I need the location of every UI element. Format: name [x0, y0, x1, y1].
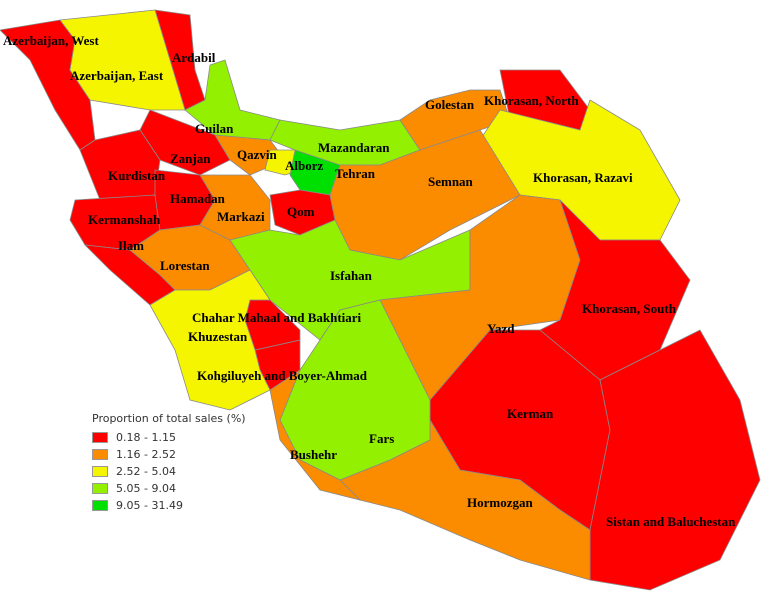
province-label: Qom — [287, 204, 315, 219]
province-label: Alborz — [285, 158, 324, 173]
legend-label: 5.05 - 9.04 — [116, 482, 176, 495]
legend-entry: 9.05 - 31.49 — [92, 497, 246, 514]
province-label: Lorestan — [160, 258, 210, 273]
province-label: Khuzestan — [188, 329, 248, 344]
legend-swatch — [92, 500, 108, 511]
province-label: Ardabil — [172, 50, 216, 65]
province-label: Khorasan, North — [484, 93, 579, 108]
province-label: Fars — [369, 431, 394, 446]
legend-entry: 5.05 - 9.04 — [92, 480, 246, 497]
province-label: Azerbaijan, East — [70, 68, 164, 83]
province-label: Chahar Mahaal and Bakhtiari — [192, 310, 362, 325]
legend-swatch — [92, 432, 108, 443]
map-legend: Proportion of total sales (%) 0.18 - 1.1… — [92, 412, 246, 514]
legend-label: 1.16 - 2.52 — [116, 448, 176, 461]
legend-swatch — [92, 466, 108, 477]
province-label: Yazd — [487, 321, 515, 336]
province-label: Tehran — [335, 166, 376, 181]
province-label: Semnan — [428, 174, 474, 189]
legend-entry: 1.16 - 2.52 — [92, 446, 246, 463]
legend-label: 0.18 - 1.15 — [116, 431, 176, 444]
province-label: Golestan — [425, 97, 475, 112]
province-label: Hormozgan — [467, 495, 533, 510]
legend-title: Proportion of total sales (%) — [92, 412, 246, 425]
legend-label: 9.05 - 31.49 — [116, 499, 183, 512]
province-label: Guilan — [195, 121, 234, 136]
province-label: Kohgiluyeh and Boyer-Ahmad — [197, 368, 368, 383]
province-label: Qazvin — [237, 147, 277, 162]
province-label: Sistan and Baluchestan — [606, 514, 736, 529]
province-mar — [199, 174, 271, 241]
province-sis — [589, 329, 761, 591]
legend-label: 2.52 - 5.04 — [116, 465, 176, 478]
province-label: Khorasan, South — [582, 301, 677, 316]
province-label: Ilam — [118, 238, 144, 253]
province-label: Mazandaran — [318, 140, 390, 155]
legend-swatch — [92, 483, 108, 494]
province-label: Kermanshah — [88, 212, 161, 227]
province-label: Kurdistan — [108, 168, 166, 183]
province-bus — [269, 368, 362, 501]
province-label: Khorasan, Razavi — [533, 170, 633, 185]
province-label: Zanjan — [170, 151, 211, 166]
province-label: Kerman — [507, 406, 554, 421]
province-label: Isfahan — [330, 268, 373, 283]
province-khu — [149, 269, 271, 411]
province-label: Bushehr — [290, 447, 337, 462]
province-label: Hamadan — [170, 191, 226, 206]
legend-entry: 0.18 - 1.15 — [92, 429, 246, 446]
legend-swatch — [92, 449, 108, 460]
legend-entry: 2.52 - 5.04 — [92, 463, 246, 480]
province-label: Azerbaijan, West — [3, 33, 99, 48]
province-label: Markazi — [217, 209, 265, 224]
